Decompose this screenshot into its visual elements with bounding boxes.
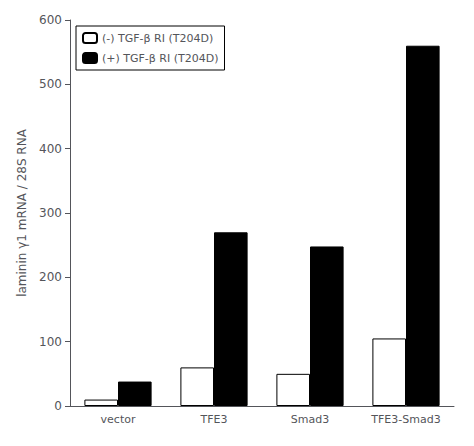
svg-text:400: 400	[39, 142, 62, 156]
svg-text:(+) TGF-β RI (T204D): (+) TGF-β RI (T204D)	[102, 52, 219, 65]
svg-text:0: 0	[54, 399, 62, 413]
svg-text:vector: vector	[101, 413, 136, 426]
svg-text:500: 500	[39, 77, 62, 91]
svg-text:300: 300	[39, 206, 62, 220]
svg-text:100: 100	[39, 335, 62, 349]
svg-text:600: 600	[39, 13, 62, 27]
svg-text:200: 200	[39, 270, 62, 284]
svg-text:(-) TGF-β RI (T204D): (-) TGF-β RI (T204D)	[102, 32, 213, 45]
svg-text:laminin γ1 mRNA / 28S RNA: laminin γ1 mRNA / 28S RNA	[15, 128, 29, 297]
svg-text:TFE3-Smad3: TFE3-Smad3	[370, 413, 440, 426]
svg-text:TFE3: TFE3	[200, 413, 228, 426]
svg-text:Smad3: Smad3	[291, 413, 329, 426]
